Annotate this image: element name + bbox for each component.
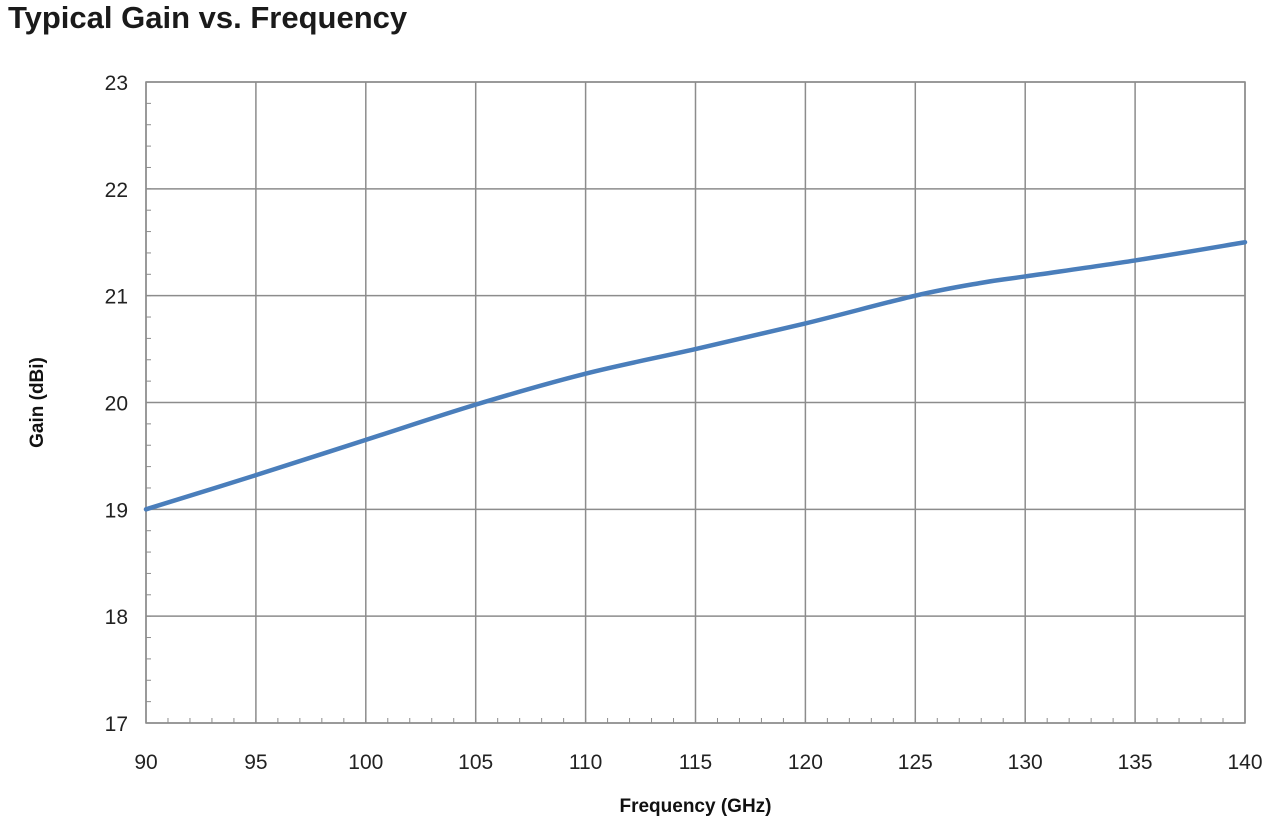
x-tick-label: 125 xyxy=(898,751,933,774)
y-tick-label: 20 xyxy=(105,393,128,416)
y-tick-label: 19 xyxy=(105,499,128,522)
y-tick-label: 18 xyxy=(105,606,128,629)
y-axis-title: Gain (dBi) xyxy=(27,357,48,448)
minor-ticks xyxy=(145,81,1246,724)
y-tick-label: 21 xyxy=(105,286,128,309)
y-tick-label: 22 xyxy=(105,179,128,202)
x-axis-title: Frequency (GHz) xyxy=(619,796,771,817)
x-tick-label: 100 xyxy=(348,751,383,774)
x-tick-label: 90 xyxy=(134,751,157,774)
series-layer xyxy=(143,240,1248,512)
y-tick-label: 17 xyxy=(105,713,128,736)
x-tick-label: 95 xyxy=(244,751,267,774)
x-tick-label: 130 xyxy=(1008,751,1043,774)
x-tick-label: 140 xyxy=(1227,751,1262,774)
x-tick-label: 135 xyxy=(1118,751,1153,774)
series-line xyxy=(143,240,1248,512)
x-tick-label: 115 xyxy=(679,751,712,774)
plot-area-frame xyxy=(145,81,1246,724)
chart-title: Typical Gain vs. Frequency xyxy=(8,0,408,35)
x-tick-label: 105 xyxy=(458,751,493,774)
x-tick-labels: 90 95 100 105 110 115 120 125 130 135 140 xyxy=(134,751,1262,774)
grid xyxy=(145,81,1246,724)
x-tick-label: 110 xyxy=(569,751,602,774)
y-tick-label: 23 xyxy=(105,72,128,95)
x-tick-label: 120 xyxy=(788,751,823,774)
y-tick-labels: 17 18 19 20 21 22 23 xyxy=(105,72,128,736)
